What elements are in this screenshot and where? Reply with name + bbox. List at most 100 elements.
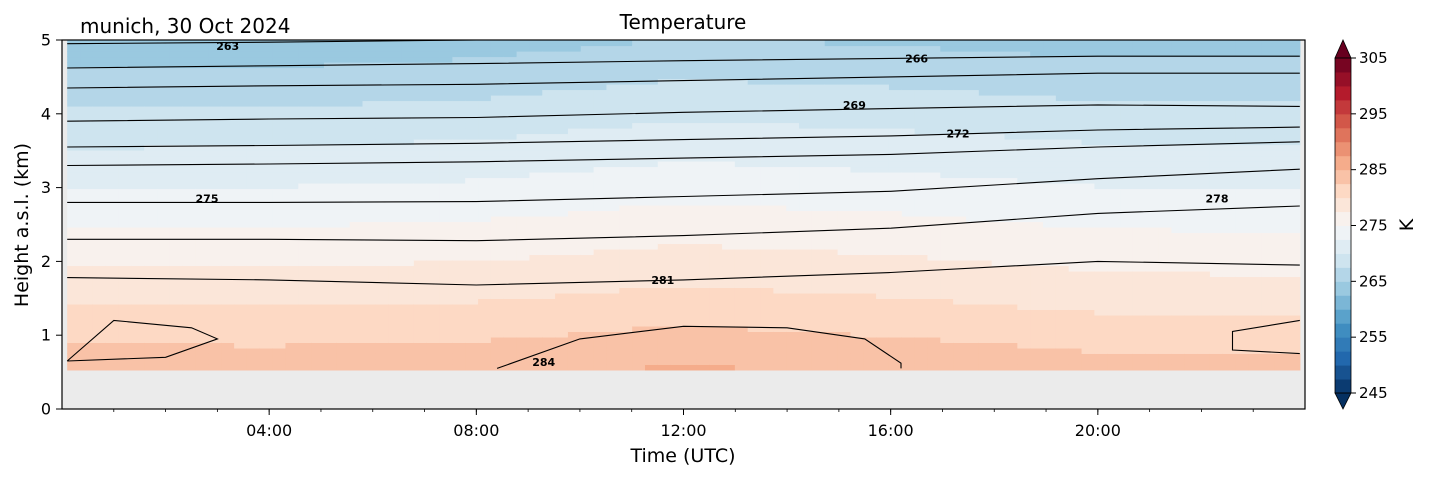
field-cell [734, 155, 749, 162]
field-cell [799, 325, 813, 332]
field-cell [811, 226, 826, 234]
field-cell [786, 358, 800, 365]
field-cell [439, 226, 453, 234]
field-cell [914, 281, 929, 289]
field-cell [157, 287, 171, 294]
field-cell [978, 248, 993, 256]
field-cell [555, 199, 569, 206]
field-cell [157, 243, 171, 250]
field-cell [709, 171, 723, 179]
field-cell [285, 226, 299, 234]
field-cell [837, 67, 852, 74]
field-cell [221, 325, 235, 332]
field-cell [632, 100, 646, 107]
field-cell [991, 105, 1006, 113]
field-cell [118, 314, 132, 321]
field-cell [1030, 45, 1044, 52]
field-cell [863, 270, 877, 278]
field-cell [683, 105, 697, 113]
field-cell [131, 221, 145, 228]
field-cell [978, 149, 993, 157]
field-cell [863, 45, 877, 52]
field-cell [1081, 226, 1095, 234]
field-cell [965, 45, 980, 52]
field-cell [811, 188, 826, 195]
field-cell [246, 51, 261, 58]
field-cell [901, 51, 916, 58]
field-cell [670, 248, 685, 256]
field-cell [670, 160, 685, 168]
field-cell [298, 232, 312, 239]
field-cell [927, 226, 941, 234]
field-cell [336, 40, 351, 47]
field-cell [580, 199, 595, 206]
field-cell [169, 100, 184, 107]
field-cell [246, 78, 261, 85]
field-cell [80, 111, 94, 118]
field-cell [799, 342, 813, 349]
field-cell [452, 155, 466, 162]
field-cell [824, 232, 839, 239]
chart-title: Temperature [619, 10, 747, 34]
field-cell [1120, 248, 1134, 256]
field-cell [1055, 45, 1070, 52]
field-cell [144, 259, 158, 267]
field-cell [978, 177, 993, 184]
field-cell [799, 78, 813, 85]
field-cell [234, 122, 248, 129]
field-cell [555, 188, 569, 195]
field-cell [67, 298, 81, 305]
field-cell [182, 342, 197, 349]
field-cell [67, 155, 81, 162]
field-cell [92, 314, 107, 321]
field-cell [670, 243, 685, 250]
field-cell [285, 100, 299, 107]
field-cell [1107, 204, 1121, 212]
field-cell [259, 83, 274, 91]
field-cell [914, 51, 929, 58]
field-cell [709, 226, 723, 234]
field-cell [824, 78, 839, 85]
field-cell [799, 193, 813, 201]
field-cell [734, 243, 749, 250]
field-cell [323, 56, 338, 63]
field-cell [105, 89, 120, 96]
field-cell [940, 210, 954, 217]
field-cell [696, 221, 710, 228]
field-cell [773, 314, 787, 321]
field-cell [465, 193, 479, 201]
field-cell [555, 144, 569, 151]
field-cell [644, 166, 659, 173]
field-cell [92, 83, 107, 91]
field-cell [644, 116, 659, 124]
field-cell [208, 215, 222, 223]
field-cell [683, 51, 697, 58]
field-cell [991, 281, 1006, 289]
field-cell [105, 232, 120, 239]
field-cell [901, 61, 916, 69]
field-cell [644, 259, 659, 267]
field-cell [195, 61, 210, 69]
field-cell [606, 210, 620, 217]
field-cell [567, 83, 582, 91]
field-cell [606, 138, 620, 146]
field-cell [529, 353, 543, 360]
field-cell [542, 358, 556, 365]
field-cell [311, 336, 325, 343]
field-cell [80, 287, 94, 294]
field-cell [478, 292, 492, 300]
field-cell [799, 248, 813, 256]
field-cell [311, 248, 325, 256]
field-cell [619, 144, 633, 151]
field-cell [503, 149, 518, 157]
field-cell [567, 45, 582, 52]
field-cell [67, 83, 81, 91]
field-cell [593, 276, 608, 283]
field-cell [542, 259, 556, 267]
field-cell [67, 78, 81, 85]
field-cell [105, 226, 120, 234]
field-cell [1081, 127, 1095, 135]
field-cell [221, 94, 235, 102]
field-cell [850, 166, 864, 173]
field-cell [940, 254, 954, 261]
